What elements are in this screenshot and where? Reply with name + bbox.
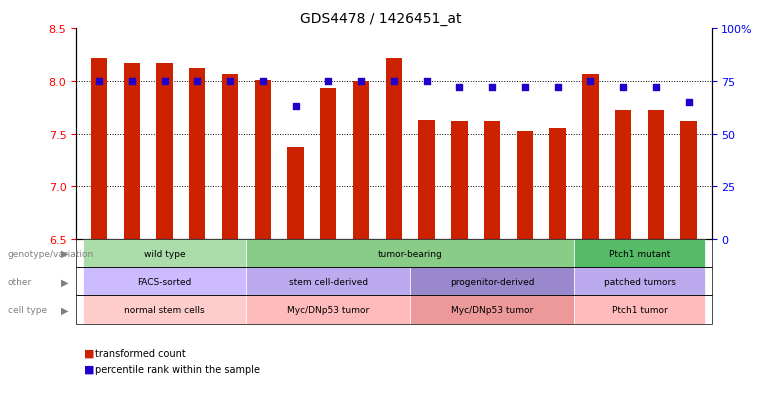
Point (683, 99, 695, 106)
Bar (189, 69, 205, 240)
Text: Myc/DNp53 tumor: Myc/DNp53 tumor (287, 305, 369, 314)
Bar (288, 148, 304, 240)
Bar (320, 89, 336, 240)
Point (256, 78, 269, 85)
Bar (255, 81, 271, 240)
Text: progenitor-derived: progenitor-derived (450, 277, 534, 286)
Point (224, 78, 236, 85)
Point (158, 78, 170, 85)
Bar (91, 58, 107, 240)
Point (289, 104, 301, 110)
Bar (615, 111, 632, 240)
Bar (419, 121, 435, 240)
Point (322, 78, 334, 85)
Point (552, 85, 564, 91)
Text: stem cell-derived: stem cell-derived (288, 277, 368, 286)
Text: GDS4478 / 1426451_at: GDS4478 / 1426451_at (300, 12, 461, 26)
Text: genotype/variation: genotype/variation (8, 249, 94, 258)
Bar (648, 111, 664, 240)
Point (93, 78, 105, 85)
Bar (222, 75, 238, 240)
Text: Ptch1 mutant: Ptch1 mutant (609, 249, 670, 258)
Point (191, 78, 203, 85)
Point (454, 85, 466, 91)
Point (421, 78, 433, 85)
Point (584, 78, 597, 85)
Bar (123, 64, 140, 240)
Point (519, 85, 531, 91)
Text: patched tumors: patched tumors (603, 277, 676, 286)
Text: tumor-bearing: tumor-bearing (377, 249, 443, 258)
Text: ▶: ▶ (61, 305, 68, 315)
Text: wild type: wild type (144, 249, 186, 258)
Bar (451, 121, 467, 240)
Bar (386, 58, 402, 240)
Text: transformed count: transformed count (95, 348, 186, 358)
Point (126, 78, 138, 85)
Text: ▶: ▶ (61, 249, 68, 259)
Bar (353, 82, 369, 240)
Text: ■: ■ (84, 364, 94, 374)
Point (486, 85, 498, 91)
Text: ■: ■ (84, 348, 94, 358)
Text: cell type: cell type (8, 305, 46, 314)
Point (617, 85, 629, 91)
Bar (517, 132, 533, 240)
Text: other: other (8, 277, 32, 286)
Text: percentile rank within the sample: percentile rank within the sample (95, 364, 260, 374)
Text: FACS-sorted: FACS-sorted (137, 277, 192, 286)
Bar (156, 64, 173, 240)
Point (388, 78, 400, 85)
Text: Myc/DNp53 tumor: Myc/DNp53 tumor (451, 305, 533, 314)
Bar (582, 75, 599, 240)
Text: normal stem cells: normal stem cells (124, 305, 205, 314)
Point (355, 78, 367, 85)
Bar (680, 121, 697, 240)
Point (650, 85, 662, 91)
Bar (549, 129, 565, 240)
Text: ▶: ▶ (61, 277, 68, 287)
Bar (484, 121, 500, 240)
Text: Ptch1 tumor: Ptch1 tumor (612, 305, 667, 314)
